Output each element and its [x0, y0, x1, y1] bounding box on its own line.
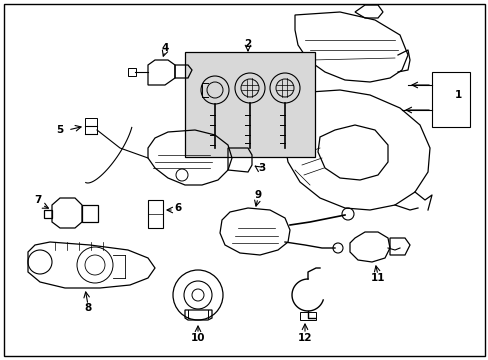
Bar: [85, 118, 97, 134]
Text: 12: 12: [297, 333, 312, 343]
Text: 9: 9: [254, 190, 261, 200]
Bar: [128, 68, 136, 76]
Text: 11: 11: [370, 273, 385, 283]
Bar: [184, 52, 314, 157]
Bar: [148, 200, 163, 228]
Text: 3: 3: [258, 163, 265, 173]
Text: 8: 8: [84, 303, 91, 313]
Bar: [431, 72, 469, 127]
Text: 6: 6: [174, 203, 181, 213]
Bar: [299, 312, 315, 320]
Text: 2: 2: [244, 39, 251, 49]
Text: 4: 4: [161, 43, 168, 53]
Text: 5: 5: [56, 125, 63, 135]
Text: 7: 7: [34, 195, 41, 205]
Text: 1: 1: [453, 90, 461, 100]
Text: 10: 10: [190, 333, 205, 343]
